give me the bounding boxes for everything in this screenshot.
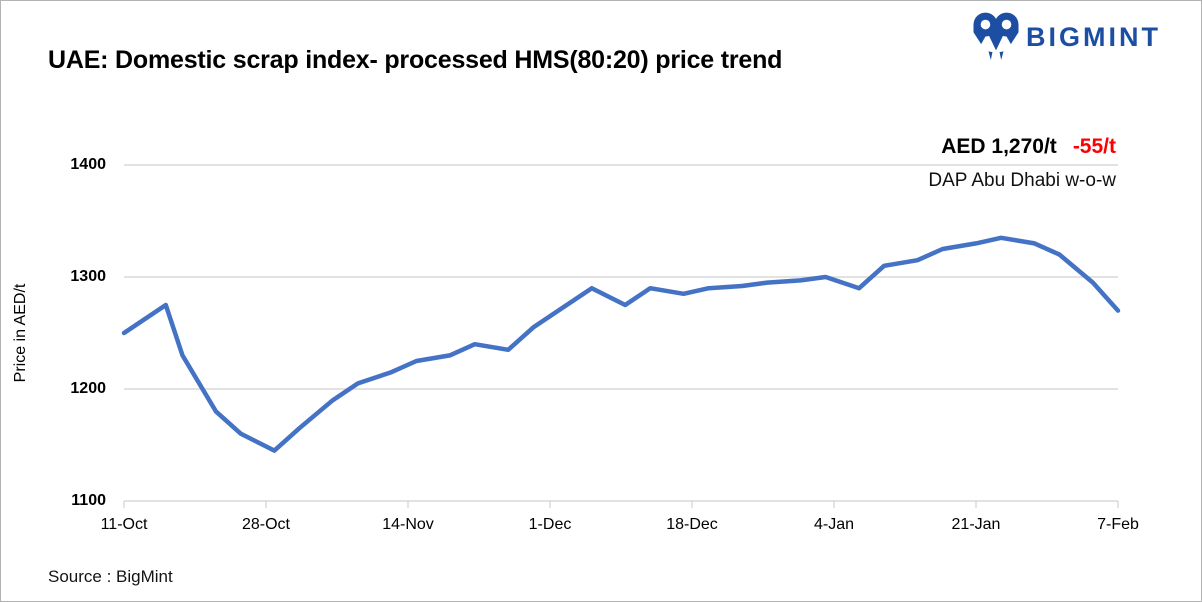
x-tick-label-21-Jan: 21-Jan xyxy=(951,516,1001,533)
x-tick-label-14-Nov: 14-Nov xyxy=(382,516,434,533)
chart-title: UAE: Domestic scrap index- processed HMS… xyxy=(48,46,783,74)
x-tick-label-28-Oct: 28-Oct xyxy=(241,516,290,533)
bigmint-logo-text: BIGMINT xyxy=(1026,21,1161,52)
y-tick-label-1400: 1400 xyxy=(70,156,106,173)
annotation-change: -55/t xyxy=(1072,135,1116,158)
x-tick-label-18-Dec: 18-Dec xyxy=(666,516,718,533)
y-axis-title: Price in AED/t xyxy=(12,283,29,383)
x-tick-label-1-Dec: 1-Dec xyxy=(528,516,572,533)
y-tick-label-1100: 1100 xyxy=(71,492,106,509)
price-trend-series xyxy=(121,235,1121,453)
y-tick-label-1300: 1300 xyxy=(70,268,106,285)
annotation-price: AED 1,270/t xyxy=(941,135,1057,158)
annotation-sublabel: DAP Abu Dhabi w-o-w xyxy=(928,170,1116,191)
bigmint-logo-icon xyxy=(973,12,1019,60)
bigmint-logo: BIGMINT xyxy=(973,12,1161,62)
y-tick-label-1200: 1200 xyxy=(70,380,106,397)
x-tick-label-11-Oct: 11-Oct xyxy=(100,516,148,533)
price-annotation: AED 1,270/t -55/t DAP Abu Dhabi w-o-w xyxy=(928,135,1116,192)
source-note: Source : BigMint xyxy=(48,567,173,586)
x-tick-label-7-Feb: 7-Feb xyxy=(1097,516,1139,533)
x-tick-label-4-Jan: 4-Jan xyxy=(813,516,855,533)
